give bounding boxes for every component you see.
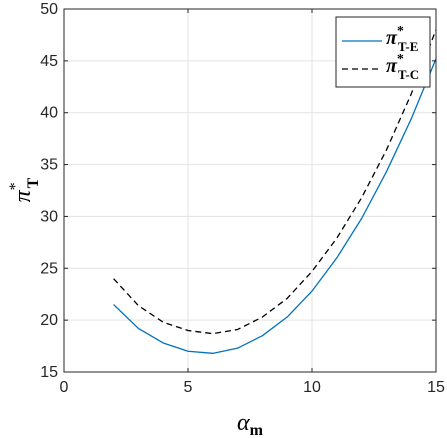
tick-labels: 0 5 10 15 15 20 25 30 35 40 45 50 <box>40 1 445 396</box>
y-tick-label: 20 <box>40 312 58 329</box>
y-axis-label-symbol: π <box>10 189 36 202</box>
plot-frame <box>63 8 437 373</box>
legend-label-t-e-subscript: T-E <box>398 39 418 54</box>
y-axis-label: π*T <box>7 177 42 202</box>
x-axis-label: αm <box>237 410 264 438</box>
y-tick-label: 40 <box>40 105 58 122</box>
x-axis-label-symbol: α <box>237 410 250 436</box>
y-tick-label: 45 <box>40 53 58 70</box>
legend-box <box>335 16 431 88</box>
legend-label-t-c-superscript: * <box>397 52 404 67</box>
legend: π* T-E π* T-C <box>335 16 431 88</box>
x-axis-label-subscript: m <box>250 422 264 438</box>
x-tick-label: 10 <box>303 379 321 396</box>
series-layer <box>113 29 437 354</box>
y-axis-label-superscript: * <box>7 182 24 190</box>
axis-ticks <box>63 8 437 373</box>
legend-label-t-e-symbol: π <box>386 27 398 49</box>
legend-label-t-e-superscript: * <box>397 24 404 39</box>
y-axis-label-subscript: T <box>25 177 42 188</box>
y-tick-label: 50 <box>40 1 58 18</box>
series-line-t-e <box>113 58 437 354</box>
legend-label-t-e: π* T-E <box>386 24 418 54</box>
x-tick-label: 0 <box>60 379 69 396</box>
y-tick-label: 35 <box>40 157 58 174</box>
x-tick-label: 5 <box>184 379 193 396</box>
legend-label-t-c-subscript: T-C <box>398 67 419 82</box>
y-tick-label: 25 <box>40 260 58 277</box>
legend-label-t-c-symbol: π <box>386 55 398 77</box>
y-tick-label: 15 <box>40 364 58 381</box>
legend-label-t-c: π* T-C <box>386 52 419 82</box>
series-line-t-c <box>113 29 437 335</box>
x-tick-label: 15 <box>427 379 445 396</box>
y-tick-label: 30 <box>40 208 58 225</box>
